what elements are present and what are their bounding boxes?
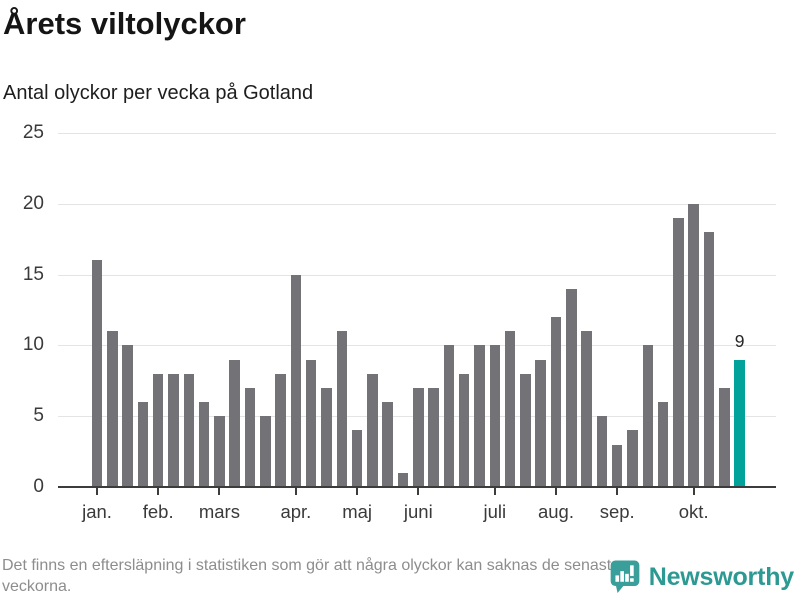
x-axis-month-label: mars <box>198 501 240 522</box>
bar <box>581 331 592 487</box>
bar <box>260 416 271 487</box>
bar <box>596 416 608 487</box>
x-axis-month-label: feb. <box>142 501 174 522</box>
x-axis-tick <box>555 488 557 495</box>
x-axis-line <box>58 486 776 488</box>
bar <box>413 387 424 487</box>
bar <box>290 274 302 487</box>
bar <box>367 373 378 487</box>
bar <box>214 416 225 487</box>
x-axis-month-label: maj <box>342 501 372 522</box>
bar <box>229 359 240 487</box>
x-axis-tick <box>356 488 359 495</box>
bar <box>657 402 669 487</box>
bar <box>137 402 149 487</box>
x-axis-tick <box>692 488 695 495</box>
y-axis-tick-label: 25 <box>22 122 44 143</box>
bar <box>703 232 715 487</box>
bar <box>535 359 546 487</box>
chart-subtitle: Antal olyckor per vecka på Gotland <box>3 82 314 104</box>
bar <box>688 203 699 487</box>
bar <box>336 331 348 487</box>
newsworthy-brand: Newsworthy <box>610 559 794 595</box>
bar <box>642 345 654 487</box>
bar <box>504 331 516 487</box>
x-axis-tick <box>294 488 297 495</box>
bar <box>489 345 501 487</box>
x-axis-month-label: okt. <box>678 501 709 522</box>
bar <box>183 373 195 487</box>
gridline <box>58 345 776 347</box>
bar <box>627 430 638 487</box>
bar <box>152 373 164 487</box>
x-axis-month-label: apr. <box>280 501 312 522</box>
newsworthy-logo-icon <box>610 560 640 593</box>
chart-title: Årets viltolyckor <box>3 6 246 41</box>
bar <box>550 317 562 487</box>
bar <box>458 373 470 487</box>
bar <box>91 260 103 487</box>
x-axis-tick <box>616 488 619 495</box>
bar <box>520 373 531 487</box>
bar <box>673 217 684 487</box>
bar <box>168 373 179 487</box>
bar <box>611 444 623 487</box>
x-axis-month-label: juli <box>483 501 507 522</box>
bar <box>275 373 286 487</box>
x-axis-tick <box>157 488 160 495</box>
bar <box>397 472 409 487</box>
bar <box>305 359 317 487</box>
bar <box>566 288 577 487</box>
x-axis-month-label: aug. <box>537 501 574 522</box>
bar <box>719 387 730 487</box>
gridline <box>58 203 776 205</box>
x-axis-month-label: juni <box>403 501 433 522</box>
x-axis-tick <box>218 488 221 495</box>
bar-highlighted <box>734 359 745 487</box>
x-axis-tick <box>96 488 98 495</box>
bar <box>443 345 455 487</box>
bar <box>198 402 210 487</box>
bar <box>428 387 439 487</box>
y-axis-tick-label: 20 <box>22 192 44 214</box>
y-axis-tick-label: 0 <box>33 476 44 497</box>
x-axis-tick <box>493 488 496 495</box>
y-axis-tick-label: 15 <box>22 263 44 285</box>
x-axis-tick <box>417 488 420 495</box>
gridline <box>58 274 776 276</box>
footer-disclaimer: Det finns en eftersläpning i statistiken… <box>2 557 621 595</box>
bar <box>244 387 256 487</box>
newsworthy-wordmark: Newsworthy <box>648 562 794 591</box>
bar-chart-plot-area: 0 5 10 15 20 25 9 jan. feb. mars apr. maj juni juli au… <box>23 122 776 522</box>
bar <box>382 402 393 487</box>
x-axis-month-label: sep. <box>599 501 635 522</box>
x-axis-month-label: jan. <box>82 501 112 522</box>
gridline <box>58 133 776 134</box>
y-axis-tick-label: 5 <box>33 405 44 427</box>
bar <box>122 345 133 487</box>
bar <box>321 387 332 487</box>
highlight-value-label: 9 <box>734 330 745 351</box>
bar <box>474 345 485 487</box>
bar <box>351 430 363 487</box>
bar <box>107 331 118 487</box>
y-axis-tick-label: 10 <box>22 334 44 356</box>
